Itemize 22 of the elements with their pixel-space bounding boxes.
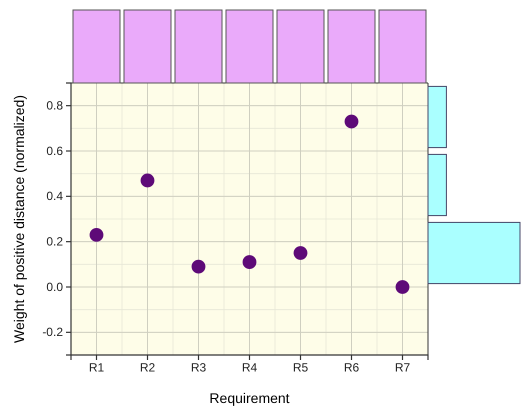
y-tick-label: 0.8 [46,98,64,113]
y-tick-label: 0.2 [46,234,64,249]
point [396,280,410,294]
x-tick-label: R4 [242,360,258,375]
x-tick-label: R3 [190,360,206,375]
y-tick-label: -0.2 [42,325,64,340]
y-tick-label: 0.0 [46,280,64,294]
x-tick-label: R6 [344,360,360,375]
x-axis-title: Requirement [209,390,290,406]
x-tick-label: R1 [88,360,104,375]
x-tick-label: R7 [394,360,410,375]
point [242,255,256,269]
x-tick-label: R2 [140,360,156,375]
y-tick-label: 0.4 [46,189,64,204]
y-axis-title: Weight of positive distance (normalized) [11,95,27,343]
point [140,174,154,188]
y-tick-label: 0.6 [46,144,64,158]
point [192,260,206,274]
point [294,246,308,260]
x-tick-label: R5 [292,360,308,375]
point [344,114,358,128]
point [90,228,104,242]
